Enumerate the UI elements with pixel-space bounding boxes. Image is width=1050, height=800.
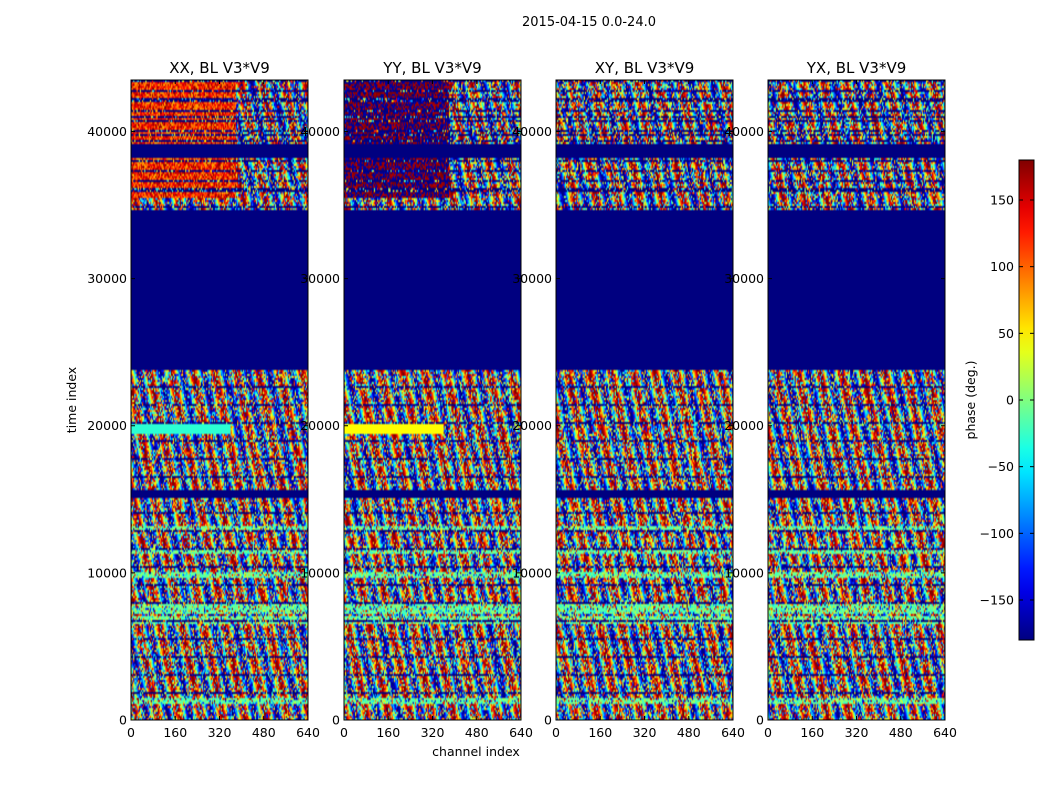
x-tick-label: 480 <box>465 725 489 740</box>
y-tick-label: 30000 <box>512 271 552 286</box>
colorbar-tick-label: −50 <box>988 459 1014 474</box>
y-tick-label: 10000 <box>512 565 552 580</box>
colorbar: −150 −100 −50 0 50 100 150 phase (deg.) <box>963 159 1035 641</box>
y-tick-label: 40000 <box>87 124 127 139</box>
y-tick-label: 0 <box>544 713 552 728</box>
colorbar-tick-label: −100 <box>980 526 1014 541</box>
x-tick-label: 320 <box>208 725 232 740</box>
panel-title: XY, BL V3*V9 <box>595 59 695 77</box>
x-tick-label: 160 <box>163 725 187 740</box>
x-tick-label: 0 <box>764 725 772 740</box>
panel-xy: XY, BL V3*V9 0 160 320 480 640 0 10000 20000 3000… <box>512 59 745 740</box>
panel-xx: XX, BL V3*V9 0 160 320 480 640 0 10000 20000 3000… <box>87 59 320 740</box>
y-tick-label: 20000 <box>724 418 764 433</box>
y-tick-label: 0 <box>332 713 340 728</box>
heatmap-image-xx <box>131 80 308 720</box>
y-tick-label: 10000 <box>87 565 127 580</box>
y-tick-label: 10000 <box>724 565 764 580</box>
heatmap-image-xy <box>556 80 733 720</box>
y-tick-label: 30000 <box>724 271 764 286</box>
y-tick-label: 0 <box>756 713 764 728</box>
panel-title: YX, BL V3*V9 <box>806 59 907 77</box>
y-axis-label: time index <box>64 367 79 433</box>
x-tick-label: 0 <box>127 725 135 740</box>
x-tick-label: 160 <box>800 725 824 740</box>
y-tick-label: 30000 <box>87 271 127 286</box>
y-tick-label: 20000 <box>87 418 127 433</box>
panel-title: YY, BL V3*V9 <box>382 59 481 77</box>
colorbar-tick-label: 50 <box>998 326 1014 341</box>
y-tick-label: 20000 <box>300 418 340 433</box>
y-tick-label: 40000 <box>512 124 552 139</box>
x-axis-label: channel index <box>432 744 520 759</box>
x-tick-label: 480 <box>252 725 276 740</box>
panel-yx: YX, BL V3*V9 0 160 320 480 640 0 10000 20000 3000… <box>724 59 957 740</box>
x-tick-label: 640 <box>296 725 320 740</box>
colorbar-tick-label: 150 <box>990 193 1014 208</box>
panels: XX, BL V3*V9 0 160 320 480 640 0 10000 20000 3000… <box>64 59 957 759</box>
heatmap-image-yx <box>768 80 945 720</box>
x-tick-label: 0 <box>340 725 348 740</box>
x-tick-label: 640 <box>933 725 957 740</box>
y-tick-label: 20000 <box>512 418 552 433</box>
x-tick-label: 320 <box>633 725 657 740</box>
heatmap-image-yy <box>344 80 521 720</box>
y-tick-label: 30000 <box>300 271 340 286</box>
colorbar-tick-label: 0 <box>1006 393 1014 408</box>
panel-yy: YY, BL V3*V9 0 160 320 480 640 0 10000 20000 3000… <box>300 59 533 740</box>
x-tick-label: 160 <box>376 725 400 740</box>
x-tick-label: 640 <box>509 725 533 740</box>
x-tick-label: 480 <box>889 725 913 740</box>
x-tick-label: 320 <box>845 725 869 740</box>
x-tick-label: 320 <box>421 725 445 740</box>
y-tick-label: 10000 <box>300 565 340 580</box>
colorbar-tick-label: 100 <box>990 259 1014 274</box>
y-tick-label: 40000 <box>724 124 764 139</box>
colorbar-label: phase (deg.) <box>963 361 978 440</box>
x-tick-label: 0 <box>552 725 560 740</box>
colorbar-tick-label: −150 <box>980 593 1014 608</box>
y-tick-label: 40000 <box>300 124 340 139</box>
panel-title: XX, BL V3*V9 <box>169 59 270 77</box>
x-tick-label: 640 <box>721 725 745 740</box>
x-tick-label: 480 <box>677 725 701 740</box>
y-tick-label: 0 <box>119 713 127 728</box>
figure-suptitle: 2015-04-15 0.0-24.0 <box>522 15 656 30</box>
x-tick-label: 160 <box>588 725 612 740</box>
